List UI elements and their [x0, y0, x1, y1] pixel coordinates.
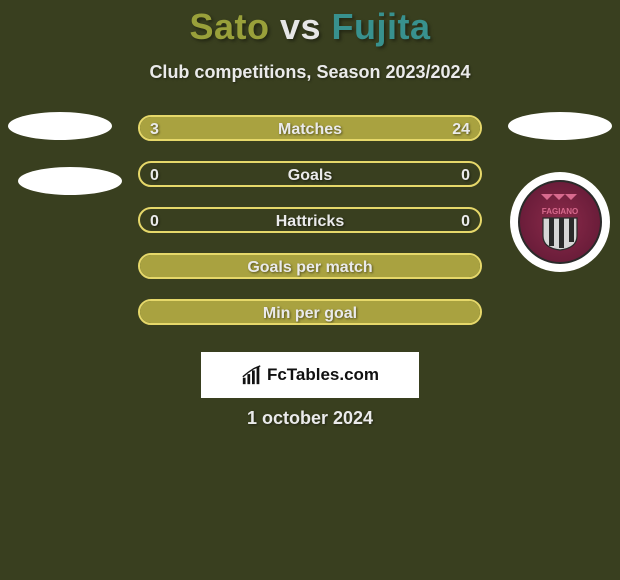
stat-bar: 00Hattricks: [138, 207, 482, 233]
page-title: Sato vs Fujita: [0, 0, 620, 48]
chart-icon: [241, 364, 263, 386]
stat-label: Matches: [140, 117, 480, 141]
stat-bar: 00Goals: [138, 161, 482, 187]
stat-label: Hattricks: [140, 209, 480, 233]
stat-label: Goals: [140, 163, 480, 187]
attribution-box: FcTables.com: [201, 352, 419, 398]
comparison-infographic: Sato vs Fujita Club competitions, Season…: [0, 0, 620, 580]
stat-label: Goals per match: [140, 255, 480, 279]
stat-row: 00Hattricks: [0, 196, 620, 242]
title-player1: Sato: [189, 6, 269, 47]
date-text: 1 october 2024: [0, 408, 620, 429]
title-vs: vs: [280, 6, 321, 47]
stat-row: Min per goal: [0, 288, 620, 334]
stat-row: 324Matches: [0, 104, 620, 150]
stat-row: 00Goals: [0, 150, 620, 196]
attribution-text: FcTables.com: [267, 365, 379, 385]
subtitle: Club competitions, Season 2023/2024: [0, 62, 620, 83]
title-player2: Fujita: [332, 6, 431, 47]
stat-bar: 324Matches: [138, 115, 482, 141]
stat-label: Min per goal: [140, 301, 480, 325]
stat-bar: Goals per match: [138, 253, 482, 279]
stat-row: Goals per match: [0, 242, 620, 288]
stat-bar: Min per goal: [138, 299, 482, 325]
